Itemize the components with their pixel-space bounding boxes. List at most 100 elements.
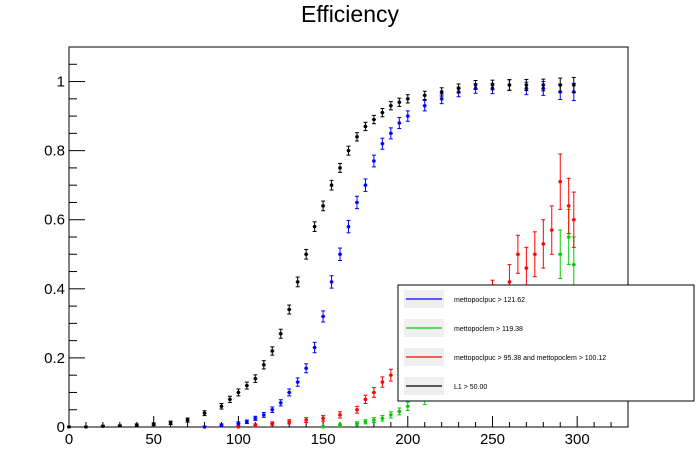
data-point <box>389 413 393 417</box>
data-point <box>338 423 342 427</box>
data-point <box>558 252 562 256</box>
y-tick-label: 0.8 <box>44 143 65 160</box>
data-point <box>372 418 376 422</box>
data-point <box>363 183 367 187</box>
data-point <box>541 242 545 246</box>
data-point <box>406 97 410 101</box>
data-point <box>355 422 359 426</box>
data-point <box>245 420 249 424</box>
data-point <box>572 218 576 222</box>
data-point <box>236 390 240 394</box>
data-point <box>380 142 384 146</box>
data-point <box>363 397 367 401</box>
data-point <box>372 390 376 394</box>
y-tick-label: 1 <box>57 74 65 91</box>
data-point <box>372 159 376 163</box>
data-point <box>270 349 274 353</box>
data-point <box>355 135 359 139</box>
legend-label: mettopoclpuc > 95.38 and mettopoclem > 1… <box>454 355 606 362</box>
data-point <box>330 280 334 284</box>
data-point <box>321 416 325 420</box>
legend: mettopoclpuc > 121.62 mettopoclem > 119.3… <box>397 284 695 402</box>
data-point <box>389 131 393 135</box>
data-point <box>380 416 384 420</box>
data-point <box>84 425 88 429</box>
x-tick-label: 250 <box>480 431 505 448</box>
data-point <box>236 422 240 426</box>
data-point <box>440 90 444 94</box>
data-point <box>245 384 249 388</box>
legend-label: mettopoclpuc > 121.62 <box>454 297 525 304</box>
y-tick-label: 0.2 <box>44 350 65 367</box>
data-point <box>253 416 257 420</box>
data-point <box>101 424 105 428</box>
data-point <box>203 425 207 429</box>
data-point <box>287 420 291 424</box>
data-point <box>253 377 257 381</box>
data-point <box>304 366 308 370</box>
y-tick-label: 0 <box>57 419 65 436</box>
data-point <box>372 118 376 122</box>
x-tick-label: 100 <box>226 431 251 448</box>
axes-layer: 0 50 100 150 200 250 300 0 0.2 0.4 0.6 0.8 1 <box>44 46 629 448</box>
data-point <box>135 423 139 427</box>
data-point <box>355 200 359 204</box>
data-point <box>347 225 350 229</box>
data-point <box>270 422 274 426</box>
legend-label: L1 > 50.00 <box>454 384 487 391</box>
data-point <box>363 420 367 424</box>
data-point <box>228 397 232 401</box>
data-point <box>440 97 444 101</box>
data-point <box>219 423 223 427</box>
legend-label: mettopoclem > 119.38 <box>454 326 523 333</box>
data-point <box>490 83 494 87</box>
data-point <box>236 425 240 429</box>
data-point <box>152 422 156 426</box>
x-tick-label: 0 <box>65 431 73 448</box>
data-point <box>203 411 207 415</box>
data-point <box>567 204 571 208</box>
data-point <box>313 225 317 229</box>
data-point <box>507 280 511 284</box>
y-tick-label: 0.4 <box>44 281 65 298</box>
data-point <box>338 166 342 170</box>
data-point <box>338 252 342 256</box>
data-point <box>186 418 190 422</box>
x-tick-label: 200 <box>395 431 420 448</box>
data-point <box>313 346 317 350</box>
data-point <box>118 424 122 428</box>
data-point <box>338 413 342 417</box>
data-point <box>67 425 71 429</box>
legend-box <box>397 284 695 402</box>
data-point <box>541 83 545 87</box>
data-point <box>507 83 511 87</box>
x-tick-label: 300 <box>565 431 590 448</box>
data-point <box>330 183 334 187</box>
data-point <box>423 93 427 97</box>
chart-title: Efficiency <box>301 1 400 27</box>
data-point <box>321 204 325 208</box>
data-point <box>355 408 359 412</box>
data-point <box>279 401 283 405</box>
series-3 <box>67 76 576 429</box>
data-point <box>219 404 223 408</box>
x-tick-label: 150 <box>311 431 336 448</box>
data-point <box>474 83 478 87</box>
data-point <box>406 404 410 408</box>
data-point <box>533 252 537 256</box>
data-point <box>321 314 325 318</box>
data-point <box>380 380 384 384</box>
data-point <box>363 124 367 128</box>
data-point <box>389 373 393 377</box>
data-point <box>279 332 283 336</box>
data-point <box>524 83 528 87</box>
data-point <box>321 425 325 429</box>
data-point <box>262 363 266 367</box>
data-point <box>169 421 173 425</box>
data-point <box>406 114 410 118</box>
data-point <box>389 104 393 108</box>
data-point <box>296 380 300 384</box>
data-point <box>550 228 554 232</box>
data-point <box>304 418 308 422</box>
